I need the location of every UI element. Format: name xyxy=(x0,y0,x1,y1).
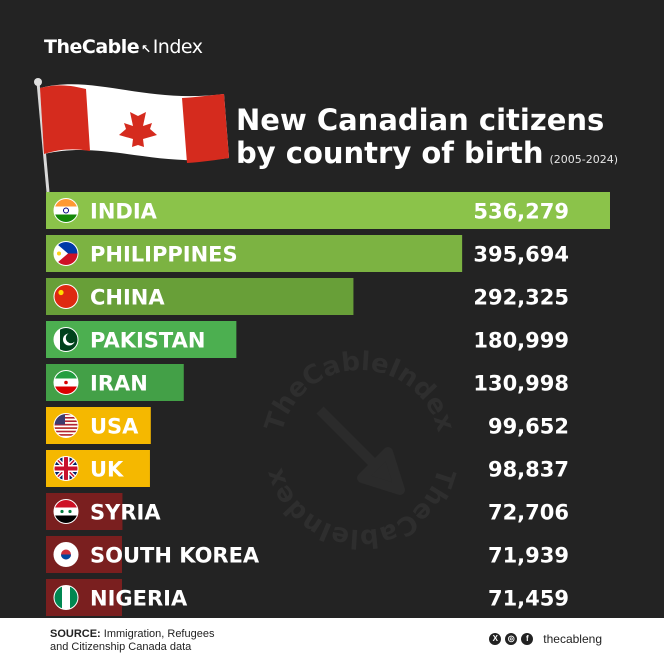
canada-flag-icon xyxy=(34,78,229,193)
bar-row-iran: IRAN 130,998 xyxy=(46,364,569,401)
bar-row-uk: UK 98,837 xyxy=(46,450,569,487)
bar xyxy=(46,235,463,272)
bar-row-usa: USA 99,652 xyxy=(46,407,569,444)
value-label: 71,459 xyxy=(488,587,569,611)
category-label: INDIA xyxy=(90,200,158,224)
nigeria-flag-icon xyxy=(53,585,79,610)
bar-row-india: INDIA 536,279 xyxy=(46,192,610,229)
bar xyxy=(46,192,610,229)
social-handle[interactable]: thecableng xyxy=(543,632,602,646)
bar xyxy=(46,278,354,315)
social-links: X ◎ f thecableng xyxy=(489,632,602,646)
chart-title: New Canadian citizens by country of birt… xyxy=(236,104,618,176)
brand-logo: TheCable ↖ Index xyxy=(44,36,203,58)
source-label: SOURCE: xyxy=(50,628,101,640)
value-label: 71,939 xyxy=(488,544,569,568)
facebook-icon[interactable]: f xyxy=(521,633,534,645)
source-note: SOURCE: Immigration, Refugees and Citize… xyxy=(50,628,214,654)
category-label: NIGERIA xyxy=(90,587,188,611)
chart-title-line2-wrap: by country of birth (2005-2024) xyxy=(236,137,618,176)
category-label: SYRIA xyxy=(90,501,161,525)
category-label: CHINA xyxy=(90,286,165,310)
chart-title-line2: by country of birth xyxy=(236,136,544,170)
chart-title-line1: New Canadian citizens xyxy=(236,103,605,137)
brand-suffix: Index xyxy=(152,36,203,58)
bar-row-nigeria: NIGERIA 71,459 xyxy=(46,579,569,616)
value-label: 395,694 xyxy=(473,243,569,267)
category-label: PAKISTAN xyxy=(90,329,205,353)
usa-flag-icon xyxy=(53,413,79,438)
brand-name: TheCable xyxy=(44,36,140,58)
pakistan-flag-icon xyxy=(53,327,79,352)
chart-subtitle: (2005-2024) xyxy=(549,153,619,166)
source-text-2: and Citizenship Canada data xyxy=(50,641,192,653)
category-label: SOUTH KOREA xyxy=(90,544,260,568)
india-flag-icon xyxy=(53,198,79,223)
bar-row-philippines: PHILIPPINES 395,694 xyxy=(46,235,569,272)
iran-flag-icon xyxy=(53,370,79,395)
bar-row-south-korea: SOUTH KOREA 71,939 xyxy=(46,536,569,573)
uk-flag-icon xyxy=(53,456,79,481)
syria-flag-icon xyxy=(53,499,79,524)
instagram-icon[interactable]: ◎ xyxy=(505,633,518,645)
footer: SOURCE: Immigration, Refugees and Citize… xyxy=(0,618,664,662)
category-label: IRAN xyxy=(90,372,148,396)
value-label: 99,652 xyxy=(488,415,569,439)
value-label: 72,706 xyxy=(488,501,569,525)
china-flag-icon xyxy=(53,284,79,309)
source-text: Immigration, Refugees xyxy=(103,628,215,640)
x-icon[interactable]: X xyxy=(489,633,502,645)
brand-separator: ↖ xyxy=(141,42,151,56)
bar-row-china: CHINA 292,325 xyxy=(46,278,569,315)
value-label: 292,325 xyxy=(473,286,569,310)
value-label: 98,837 xyxy=(488,458,569,482)
category-label: PHILIPPINES xyxy=(90,243,238,267)
bar-row-pakistan: PAKISTAN 180,999 xyxy=(46,321,569,358)
value-label: 130,998 xyxy=(473,372,569,396)
bar-row-syria: SYRIA 72,706 xyxy=(46,493,569,530)
south-korea-flag-icon xyxy=(53,542,79,567)
value-label: 180,999 xyxy=(473,329,569,353)
value-label: 536,279 xyxy=(473,200,569,224)
category-label: USA xyxy=(90,415,139,439)
category-label: UK xyxy=(90,458,124,482)
watermark: TheCableIndex TheCableIndex xyxy=(259,347,460,554)
philippines-flag-icon xyxy=(53,241,79,266)
bar-chart: INDIA 536,279 PHILIPPINES 395,694 CHINA 292,3… xyxy=(46,192,610,616)
